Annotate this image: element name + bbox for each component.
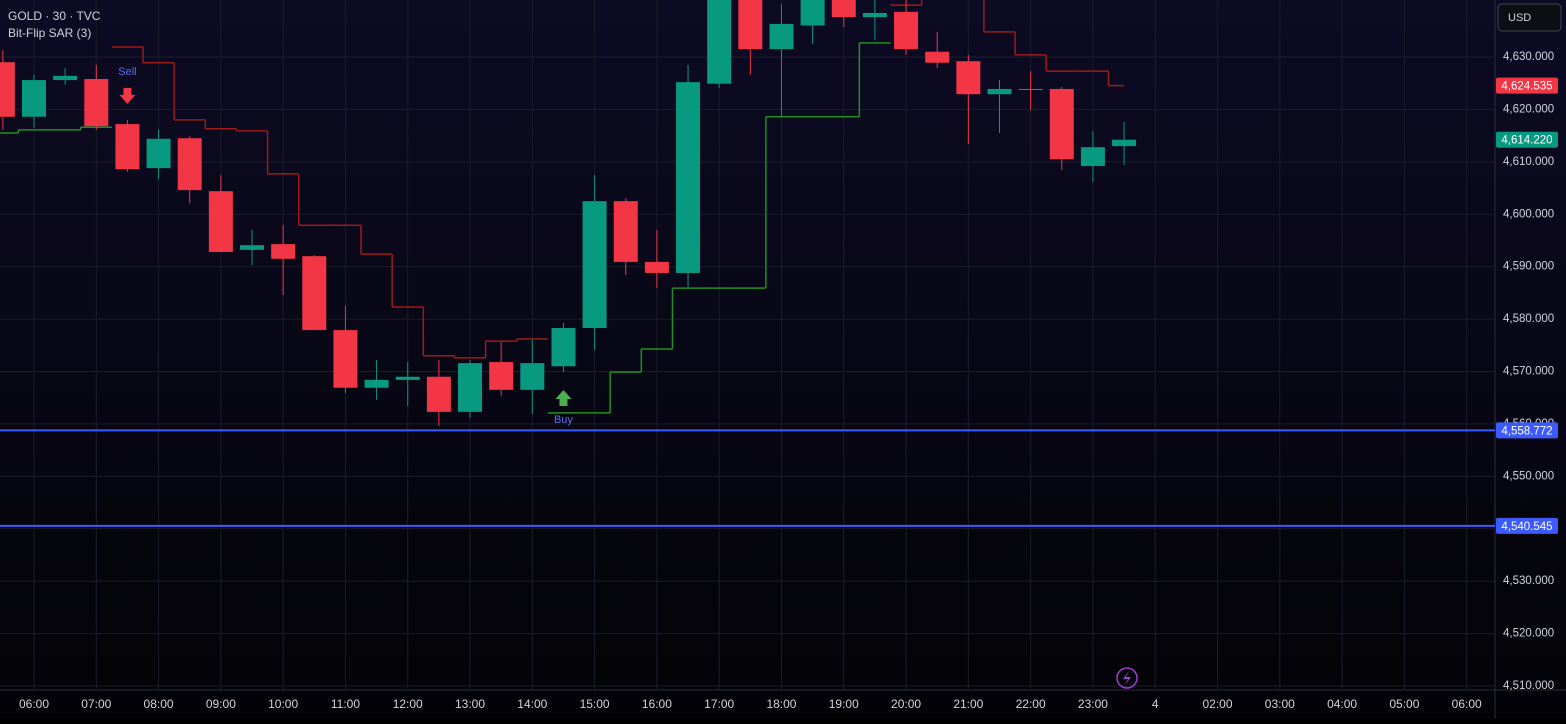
x-tick-label: 21:00 (953, 697, 983, 711)
candle-body (177, 138, 202, 191)
lightning-glyph (1123, 671, 1131, 685)
candle-body (862, 12, 887, 18)
candle-body (800, 0, 825, 26)
price-label: 4,540.545 (1501, 521, 1552, 533)
candle-body (956, 61, 981, 95)
price-label-box (1496, 77, 1558, 94)
x-tick-label: 07:00 (81, 697, 111, 711)
candle-body (333, 330, 358, 388)
candle-body (1018, 88, 1043, 91)
sell-arrow (119, 87, 136, 104)
candle-body (1112, 139, 1137, 147)
x-tick-label: 18:00 (766, 697, 796, 711)
lightning-icon[interactable] (1116, 667, 1138, 689)
x-tick-label: 4 (1152, 697, 1159, 711)
currency-label[interactable]: USD (1508, 12, 1531, 24)
candle-body (21, 80, 46, 117)
x-tick-label: 16:00 (642, 697, 672, 711)
candle-body (676, 82, 701, 273)
candle-body (520, 363, 545, 390)
candle-body (1080, 147, 1105, 167)
y-tick-label: 4,590.000 (1503, 261, 1554, 273)
axes: 4,510.0004,520.0004,530.0004,540.0004,55… (19, 51, 1558, 711)
x-tick-label: 03:00 (1265, 697, 1295, 711)
symbol-title: GOLD · 30 · TVC (8, 9, 101, 23)
price-label: 4,558.772 (1501, 425, 1552, 437)
x-tick-label: 14:00 (517, 697, 547, 711)
x-tick-label: 02:00 (1202, 697, 1232, 711)
y-tick-label: 4,520.000 (1503, 628, 1554, 640)
y-tick-label: 4,550.000 (1503, 470, 1554, 482)
candle-body (1049, 88, 1074, 160)
x-tick-label: 13:00 (455, 697, 485, 711)
candle-body (395, 376, 420, 380)
y-tick-label: 4,530.000 (1503, 575, 1554, 587)
price-label-box (1496, 517, 1558, 534)
candle-body (551, 327, 576, 367)
x-tick-label: 04:00 (1327, 697, 1357, 711)
y-tick-label: 4,580.000 (1503, 313, 1554, 325)
currency-button[interactable] (1497, 3, 1562, 32)
x-tick-label: 10:00 (268, 697, 298, 711)
x-tick-label: 08:00 (144, 697, 174, 711)
x-tick-label: 17:00 (704, 697, 734, 711)
price-label: 4,614.220 (1501, 135, 1552, 147)
candle-body (146, 138, 171, 169)
signal-label: Buy (554, 414, 573, 426)
candle-body (84, 78, 109, 127)
candle-body (458, 363, 483, 412)
x-tick-label: 22:00 (1016, 697, 1046, 711)
candle-body (53, 75, 78, 81)
candle-body (613, 201, 638, 262)
candle-body (707, 0, 732, 84)
candle-body (0, 62, 15, 117)
candle-body (738, 0, 763, 50)
x-tick-label: 12:00 (393, 697, 423, 711)
price-label-box (1496, 422, 1558, 439)
x-tick-label: 09:00 (206, 697, 236, 711)
y-tick-label: 4,510.000 (1503, 680, 1554, 692)
price-label-box (1496, 131, 1558, 148)
plot: Sell Buy (0, 0, 1495, 527)
indicator-label: Bit-Flip SAR (3) (8, 26, 91, 40)
candle-body (894, 11, 919, 50)
x-tick-label: 06:00 (19, 697, 49, 711)
candle-body (769, 23, 794, 50)
candle-body (302, 256, 327, 331)
y-tick-label: 4,630.000 (1503, 51, 1554, 63)
candle-body (987, 88, 1012, 95)
x-tick-label: 19:00 (829, 697, 859, 711)
x-tick-label: 06:00 (1452, 697, 1482, 711)
candle-body (644, 261, 669, 273)
y-tick-label: 4,610.000 (1503, 156, 1554, 168)
candle-body (271, 244, 296, 259)
x-tick-label: 20:00 (891, 697, 921, 711)
price-label: 4,624.535 (1501, 81, 1552, 93)
candle-body (364, 379, 389, 388)
candle-body (489, 362, 514, 390)
x-tick-label: 15:00 (580, 697, 610, 711)
candle-body (115, 124, 140, 170)
y-tick-label: 4,600.000 (1503, 208, 1554, 220)
x-tick-label: 23:00 (1078, 697, 1108, 711)
signal-label: Sell (118, 66, 136, 78)
candle-body (582, 201, 607, 328)
candle-body (426, 376, 451, 412)
x-tick-label: 11:00 (331, 697, 360, 711)
grid (0, 0, 1495, 690)
candle-body (925, 51, 950, 63)
y-tick-label: 4,570.000 (1503, 366, 1554, 378)
x-tick-label: 05:00 (1389, 697, 1419, 711)
candle-body (240, 245, 265, 250)
candle-body (831, 0, 856, 18)
candle-body (208, 191, 233, 252)
buy-arrow (555, 390, 572, 407)
y-tick-label: 4,620.000 (1503, 103, 1554, 115)
